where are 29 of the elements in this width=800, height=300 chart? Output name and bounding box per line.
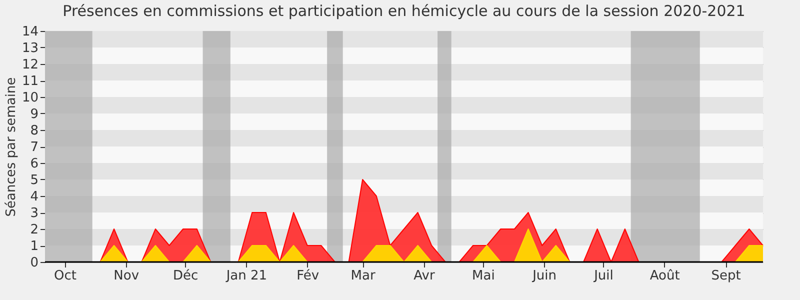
y-tick-label: 14 bbox=[22, 24, 38, 40]
x-tick-label: Sept bbox=[711, 268, 741, 284]
y-tick-label: 6 bbox=[30, 156, 38, 172]
y-tick-label: 13 bbox=[22, 41, 38, 56]
x-tick-label: Déc bbox=[172, 268, 198, 284]
y-tick-label: 0 bbox=[30, 256, 38, 270]
y-tick-label: 4 bbox=[30, 190, 38, 204]
y-tick-label: 8 bbox=[30, 124, 38, 138]
y-axis-title: Séances par semaine bbox=[4, 77, 19, 217]
x-tick-label: Mar bbox=[350, 268, 376, 284]
x-tick-label: Jan 21 bbox=[225, 268, 268, 284]
y-tick-label: 5 bbox=[30, 173, 38, 188]
y-tick-label: 1 bbox=[30, 239, 38, 254]
x-tick-label: Août bbox=[650, 268, 680, 284]
x-tick-label: Oct bbox=[54, 268, 76, 284]
y-tick-label: 12 bbox=[22, 58, 38, 72]
y-tick-label: 2 bbox=[30, 222, 38, 238]
x-tick-label: Avr bbox=[414, 268, 436, 284]
y-tick-label: 10 bbox=[22, 90, 38, 106]
x-tick-label: Mai bbox=[472, 268, 495, 284]
y-tick-label: 9 bbox=[30, 107, 38, 122]
y-tick-label: 7 bbox=[30, 140, 38, 155]
x-tick-label: Fév bbox=[296, 268, 320, 284]
chart-title: Présences en commissions et participation en hémicycle au cours de la session 2020-2021 bbox=[62, 2, 746, 20]
x-tick-label: Nov bbox=[114, 268, 140, 284]
y-tick-label: 3 bbox=[30, 206, 38, 221]
x-tick-label: Juil bbox=[593, 268, 614, 284]
x-tick-label: Juin bbox=[532, 268, 557, 284]
y-tick-label: 11 bbox=[22, 74, 38, 89]
